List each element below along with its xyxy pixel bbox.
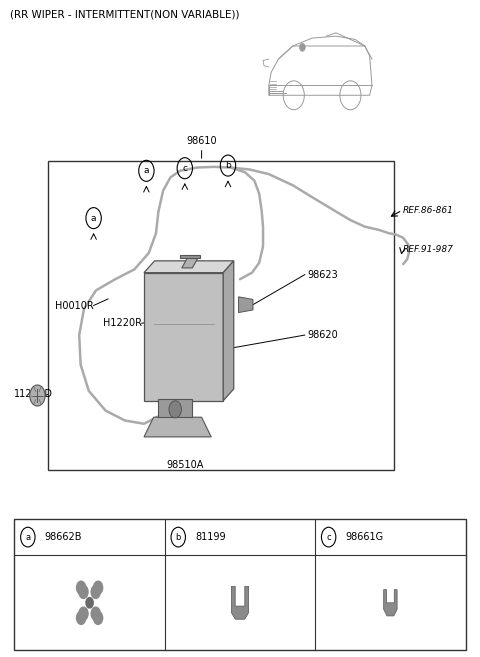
Text: 98661G: 98661G	[346, 532, 384, 542]
Text: REF.86-861: REF.86-861	[403, 206, 454, 215]
Polygon shape	[231, 586, 249, 619]
Text: b: b	[225, 161, 231, 170]
Text: 1125AD: 1125AD	[14, 389, 53, 399]
Text: b: b	[176, 533, 181, 541]
Circle shape	[78, 585, 89, 599]
Circle shape	[90, 606, 101, 621]
Text: 98623: 98623	[307, 269, 338, 280]
Text: 98620: 98620	[307, 330, 338, 340]
Circle shape	[90, 585, 101, 599]
Polygon shape	[384, 590, 397, 616]
Text: (RR WIPER - INTERMITTENT(NON VARIABLE)): (RR WIPER - INTERMITTENT(NON VARIABLE))	[10, 10, 239, 20]
Circle shape	[85, 597, 94, 608]
Text: 98662B: 98662B	[45, 532, 82, 542]
Circle shape	[169, 401, 181, 418]
Text: 98510A: 98510A	[166, 460, 204, 470]
Bar	[48, 161, 394, 470]
Text: c: c	[326, 533, 331, 541]
Text: c: c	[182, 164, 187, 173]
Polygon shape	[158, 399, 192, 417]
Text: 81199: 81199	[195, 532, 226, 542]
Circle shape	[76, 581, 86, 595]
Text: 98610: 98610	[186, 136, 217, 146]
Text: REF.91-987: REF.91-987	[403, 245, 454, 254]
Polygon shape	[239, 297, 253, 313]
Bar	[14, 519, 466, 650]
Text: a: a	[144, 166, 149, 175]
Circle shape	[300, 43, 305, 51]
Circle shape	[76, 610, 86, 625]
Polygon shape	[182, 258, 198, 268]
Polygon shape	[223, 261, 234, 401]
Text: H1220R: H1220R	[103, 318, 142, 328]
Circle shape	[93, 581, 103, 595]
Polygon shape	[144, 273, 223, 401]
Polygon shape	[144, 261, 234, 273]
Text: a: a	[25, 533, 30, 541]
Text: H0010R: H0010R	[55, 300, 94, 311]
Polygon shape	[180, 255, 200, 258]
Circle shape	[93, 610, 103, 625]
Polygon shape	[144, 417, 211, 437]
Circle shape	[30, 385, 45, 406]
Text: a: a	[91, 214, 96, 223]
Circle shape	[78, 606, 89, 621]
